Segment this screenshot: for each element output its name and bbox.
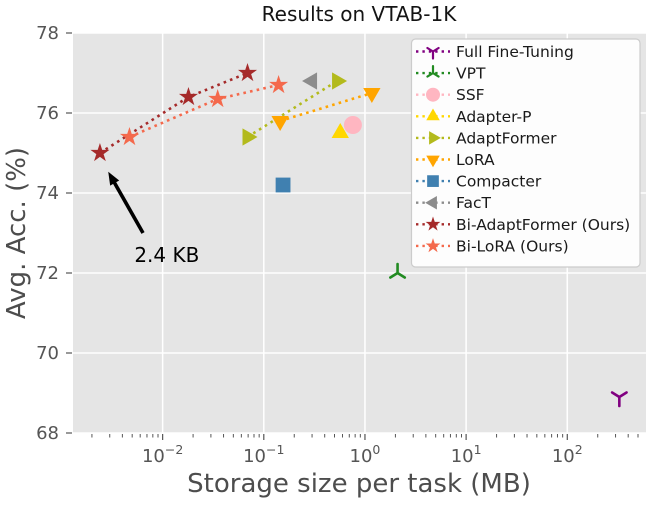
- legend-marker-adaptformer: [429, 131, 441, 145]
- legend-label: Full Fine-Tuning: [456, 43, 574, 61]
- legend-label: Adapter-P: [456, 108, 531, 126]
- arrow-head: [108, 171, 120, 186]
- legend-label: Bi-AdaptFormer (Ours): [456, 216, 630, 234]
- x-tick-label: 102: [552, 442, 583, 467]
- series-full-fine-tuning: [610, 391, 628, 408]
- marker-lora: [271, 116, 289, 131]
- y-tick-label: 68: [36, 423, 59, 444]
- legend-item-bi-lora-ours: Bi-LoRA (Ours): [416, 237, 569, 255]
- legend-item-compacter: Compacter: [416, 173, 542, 191]
- legend-marker-bi-adaptformer-ours: [425, 216, 441, 231]
- marker-lora: [363, 88, 381, 103]
- marker-ssf: [343, 116, 362, 134]
- legend-item-adapter-p: Adapter-P: [416, 108, 531, 126]
- legend-marker-full-fine-tuning: [426, 46, 440, 60]
- legend-label: AdaptFormer: [456, 129, 557, 147]
- legend-marker-fact: [425, 195, 437, 210]
- legend-marker-compacter: [427, 175, 439, 187]
- legend-item-ssf: SSF: [416, 86, 485, 104]
- legend-marker-vpt: [426, 64, 440, 78]
- series-lora: [271, 88, 381, 131]
- marker-adaptformer: [242, 128, 258, 146]
- chart-title: Results on VTAB-1K: [261, 2, 457, 26]
- legend-marker-bi-lora-ours: [425, 238, 441, 253]
- arrow-shaft: [112, 180, 145, 234]
- legend: Full Fine-Tuning VPT SSF Adapter-P AdaptForm…: [410, 38, 641, 268]
- legend-marker-ssf: [426, 87, 440, 102]
- legend-label: VPT: [456, 65, 486, 83]
- series-fact: [302, 72, 318, 90]
- annotation-storage-callout: 2.4 KB: [134, 243, 200, 267]
- legend-item-fact: FacT: [416, 194, 492, 212]
- series-compacter: [275, 177, 291, 193]
- y-tick-label: 74: [36, 183, 59, 204]
- series-adaptformer: [242, 72, 348, 146]
- axis-ticks: [66, 32, 639, 440]
- marker-bi-lora-ours: [208, 89, 228, 108]
- series-line-lora: [279, 91, 373, 123]
- marker-bi-lora-ours: [269, 75, 289, 94]
- marker-compacter: [275, 177, 291, 193]
- y-tick-label: 76: [36, 103, 59, 124]
- y-tick-label: 70: [36, 343, 59, 364]
- legend-marker-adapter-p: [426, 108, 440, 121]
- marker-adaptformer: [332, 72, 348, 90]
- legend-label: Compacter: [456, 173, 542, 191]
- legend-marker-lora: [426, 155, 440, 168]
- y-tick-label: 78: [36, 23, 59, 44]
- legend-label: FacT: [456, 194, 492, 212]
- x-axis-label: Storage size per task (MB): [187, 469, 531, 499]
- marker-bi-adaptformer-ours: [90, 143, 110, 162]
- legend-label: Bi-LoRA (Ours): [456, 237, 569, 255]
- legend-item-adaptformer: AdaptFormer: [416, 129, 557, 147]
- legend-item-lora: LoRA: [416, 151, 495, 169]
- marker-bi-adaptformer-ours: [178, 87, 198, 106]
- x-tick-label: 10−1: [243, 442, 284, 467]
- x-tick-label: 10−2: [142, 442, 183, 467]
- marker-full-fine-tuning: [610, 391, 628, 408]
- series-adapter-p: [331, 123, 349, 138]
- legend-item-full-fine-tuning: Full Fine-Tuning: [416, 43, 574, 61]
- marker-adapter-p: [331, 123, 349, 138]
- series-bi-lora-ours: [119, 75, 289, 146]
- series-ssf: [343, 116, 362, 134]
- marker-vpt: [389, 262, 407, 279]
- legend-item-bi-adaptformer-ours: Bi-AdaptFormer (Ours): [416, 216, 630, 234]
- marker-bi-lora-ours: [119, 127, 139, 146]
- legend-label: SSF: [456, 86, 485, 104]
- y-tick-label: 72: [36, 263, 59, 284]
- legend-item-vpt: VPT: [416, 65, 486, 83]
- series-vpt: [389, 262, 407, 279]
- legend-box: [410, 38, 641, 268]
- y-axis-label: Avg. Acc. (%): [2, 146, 32, 320]
- x-tick-label: 101: [451, 442, 482, 467]
- marker-fact: [302, 72, 318, 90]
- legend-label: LoRA: [456, 151, 495, 169]
- annotation-arrow: [108, 171, 145, 234]
- marker-bi-adaptformer-ours: [237, 63, 258, 82]
- tick-labels: 10−2 10−1 100 101 102 68 70 72 74 76 78: [36, 23, 583, 467]
- x-tick-label: 100: [350, 442, 381, 467]
